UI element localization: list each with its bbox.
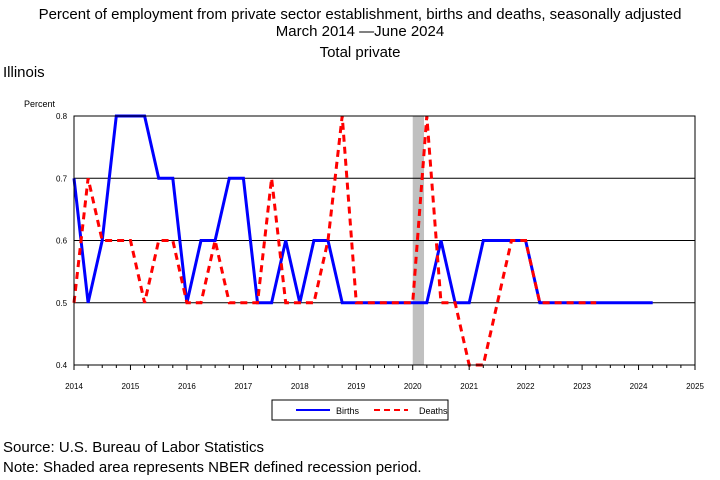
y-tick-label: 0.5 [56,299,68,308]
source-note: Source: U.S. Bureau of Labor Statistics [3,439,264,456]
y-tick-labels: 0.4 0.5 0.6 0.7 0.8 [56,112,68,370]
chart-title: Percent of employment from private secto… [38,6,682,23]
legend-box [271,399,449,421]
y-tick-label: 0.6 [56,237,68,246]
x-tick-label: 2016 [178,382,196,391]
chart-subtitle: Total private [319,44,401,61]
legend-births-label: Births [336,406,360,416]
x-tick-label: 2014 [65,382,83,391]
x-tick-label: 2022 [517,382,535,391]
x-tick-label: 2024 [630,382,648,391]
x-tick-label: 2025 [686,382,704,391]
legend: Births Deaths [271,399,449,421]
state-label: Illinois [3,64,45,81]
legend-deaths-label: Deaths [419,406,448,416]
y-tick-label: 0.8 [56,112,68,121]
chart-date-range: March 2014 —June 2024 [275,23,445,40]
recession-note: Note: Shaded area represents NBER define… [3,459,422,476]
y-axis-label: Percent [24,99,56,109]
x-tick-label: 2015 [122,382,140,391]
series-line-births [72,114,653,305]
x-tick-label: 2019 [347,382,365,391]
y-tick-label: 0.7 [56,174,68,183]
x-tick-label: 2021 [460,382,478,391]
series-layer [72,114,653,367]
x-tick-labels: 2014 2015 2016 2017 2018 2019 2020 2021 2022 2023… [65,365,704,391]
x-tick-label: 2023 [573,382,591,391]
x-tick-label: 2020 [404,382,422,391]
y-tick-label: 0.4 [56,361,68,370]
series-line-deaths [72,115,597,367]
x-tick-label: 2018 [291,382,309,391]
x-tick-label: 2017 [234,382,252,391]
